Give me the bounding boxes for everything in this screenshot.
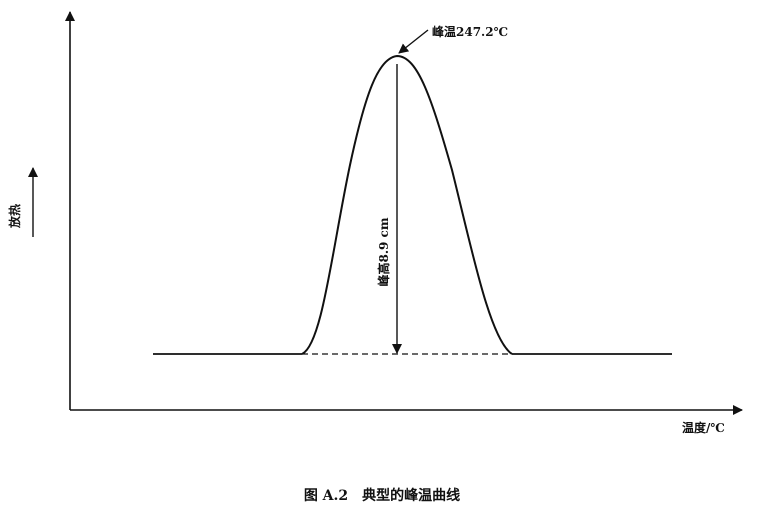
peak-temperature-label: 峰温247.2℃ xyxy=(432,24,508,39)
y-axis-label: 放热 xyxy=(7,204,22,229)
peak-height-label: 峰高8.9 cm xyxy=(376,217,391,286)
peak-curve xyxy=(301,54,513,355)
peak-leader-arrow xyxy=(398,29,429,54)
x-axis-label: 温度/℃ xyxy=(682,420,725,435)
figure-caption: 图 A.2 典型的峰温曲线 xyxy=(304,487,460,504)
